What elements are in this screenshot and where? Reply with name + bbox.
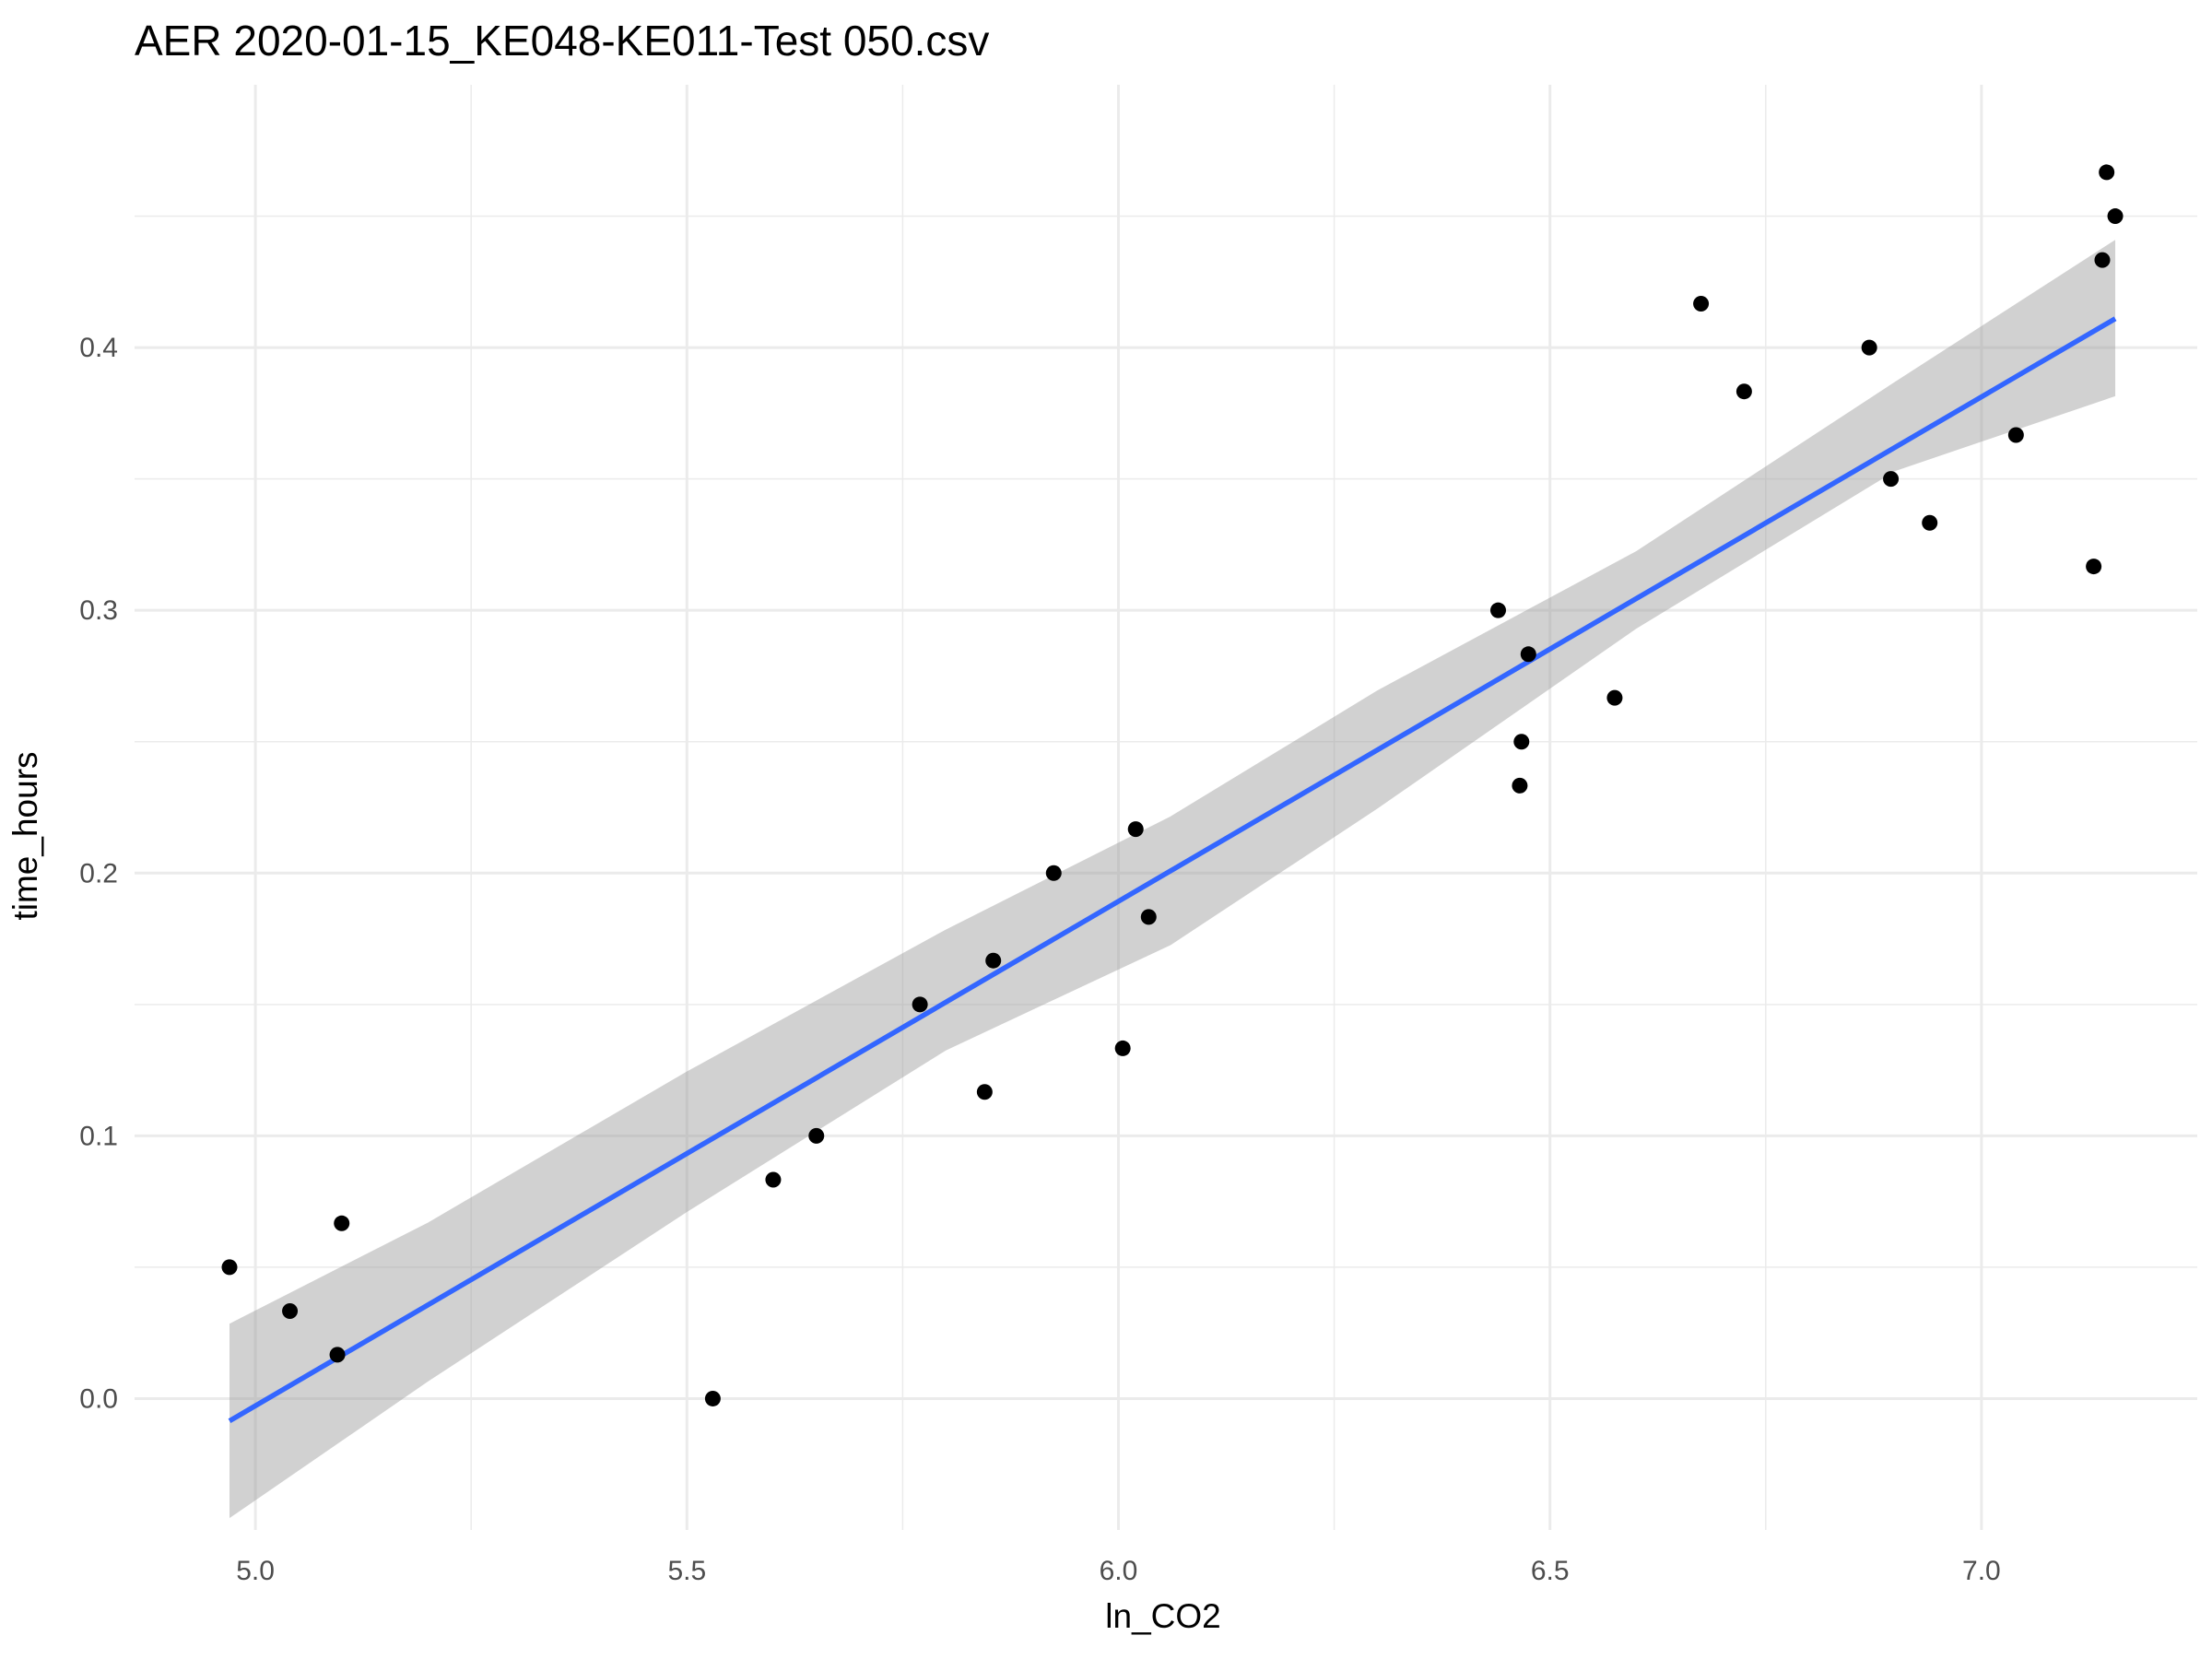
chart-title: AER 2020-01-15_KE048-KE011-Test 050.csv [135,17,989,65]
data-point [1735,383,1752,400]
y-tick-label: 0.3 [79,595,118,626]
x-tick-label: 7.0 [1962,1556,2001,1586]
x-tick-label: 6.5 [1531,1556,1570,1586]
x-tick-label: 5.0 [236,1556,275,1586]
data-point [282,1303,299,1320]
data-point [2086,559,2102,575]
fit-line-layer [228,316,2117,1424]
data-point [2099,164,2115,181]
y-axis-title: time_hours [6,751,44,920]
data-point [1606,689,1623,706]
y-tick-label: 0.0 [79,1383,118,1414]
data-point [1490,602,1507,618]
y-tick-label: 0.1 [79,1121,118,1151]
confidence-band [229,240,2116,1519]
data-points [221,164,2124,1406]
data-point [1127,821,1144,838]
data-point [2007,427,2024,443]
data-point [912,996,928,1013]
x-tick-label: 5.5 [667,1556,706,1586]
data-point [704,1390,721,1406]
data-point [976,1084,993,1100]
data-point [2094,252,2111,268]
data-point [1693,295,1710,312]
y-tick-label: 0.2 [79,858,118,888]
y-axis-ticks: 0.0 0.1 0.2 0.3 0.4 [79,333,118,1414]
y-tick-label: 0.4 [79,333,118,363]
x-axis-title: ln_CO2 [1105,1597,1220,1635]
confidence-band-layer [229,240,2116,1519]
data-point [1140,909,1157,925]
data-point [765,1171,782,1188]
data-point [1045,865,1062,881]
data-point [334,1215,350,1231]
data-point [808,1127,825,1144]
data-point [1922,514,1938,531]
data-point [2107,208,2124,225]
data-point [985,952,1002,969]
x-axis-ticks: 5.0 5.5 6.0 6.5 7.0 [236,1556,2001,1586]
data-point [1513,734,1530,750]
data-point [1861,339,1877,356]
data-point [329,1347,346,1363]
data-point [1883,471,1900,488]
data-point [1520,646,1536,663]
data-point [1114,1040,1131,1056]
x-tick-label: 6.0 [1100,1556,1138,1586]
data-point [221,1259,238,1276]
regression-line [228,316,2117,1424]
data-point [1512,777,1528,794]
